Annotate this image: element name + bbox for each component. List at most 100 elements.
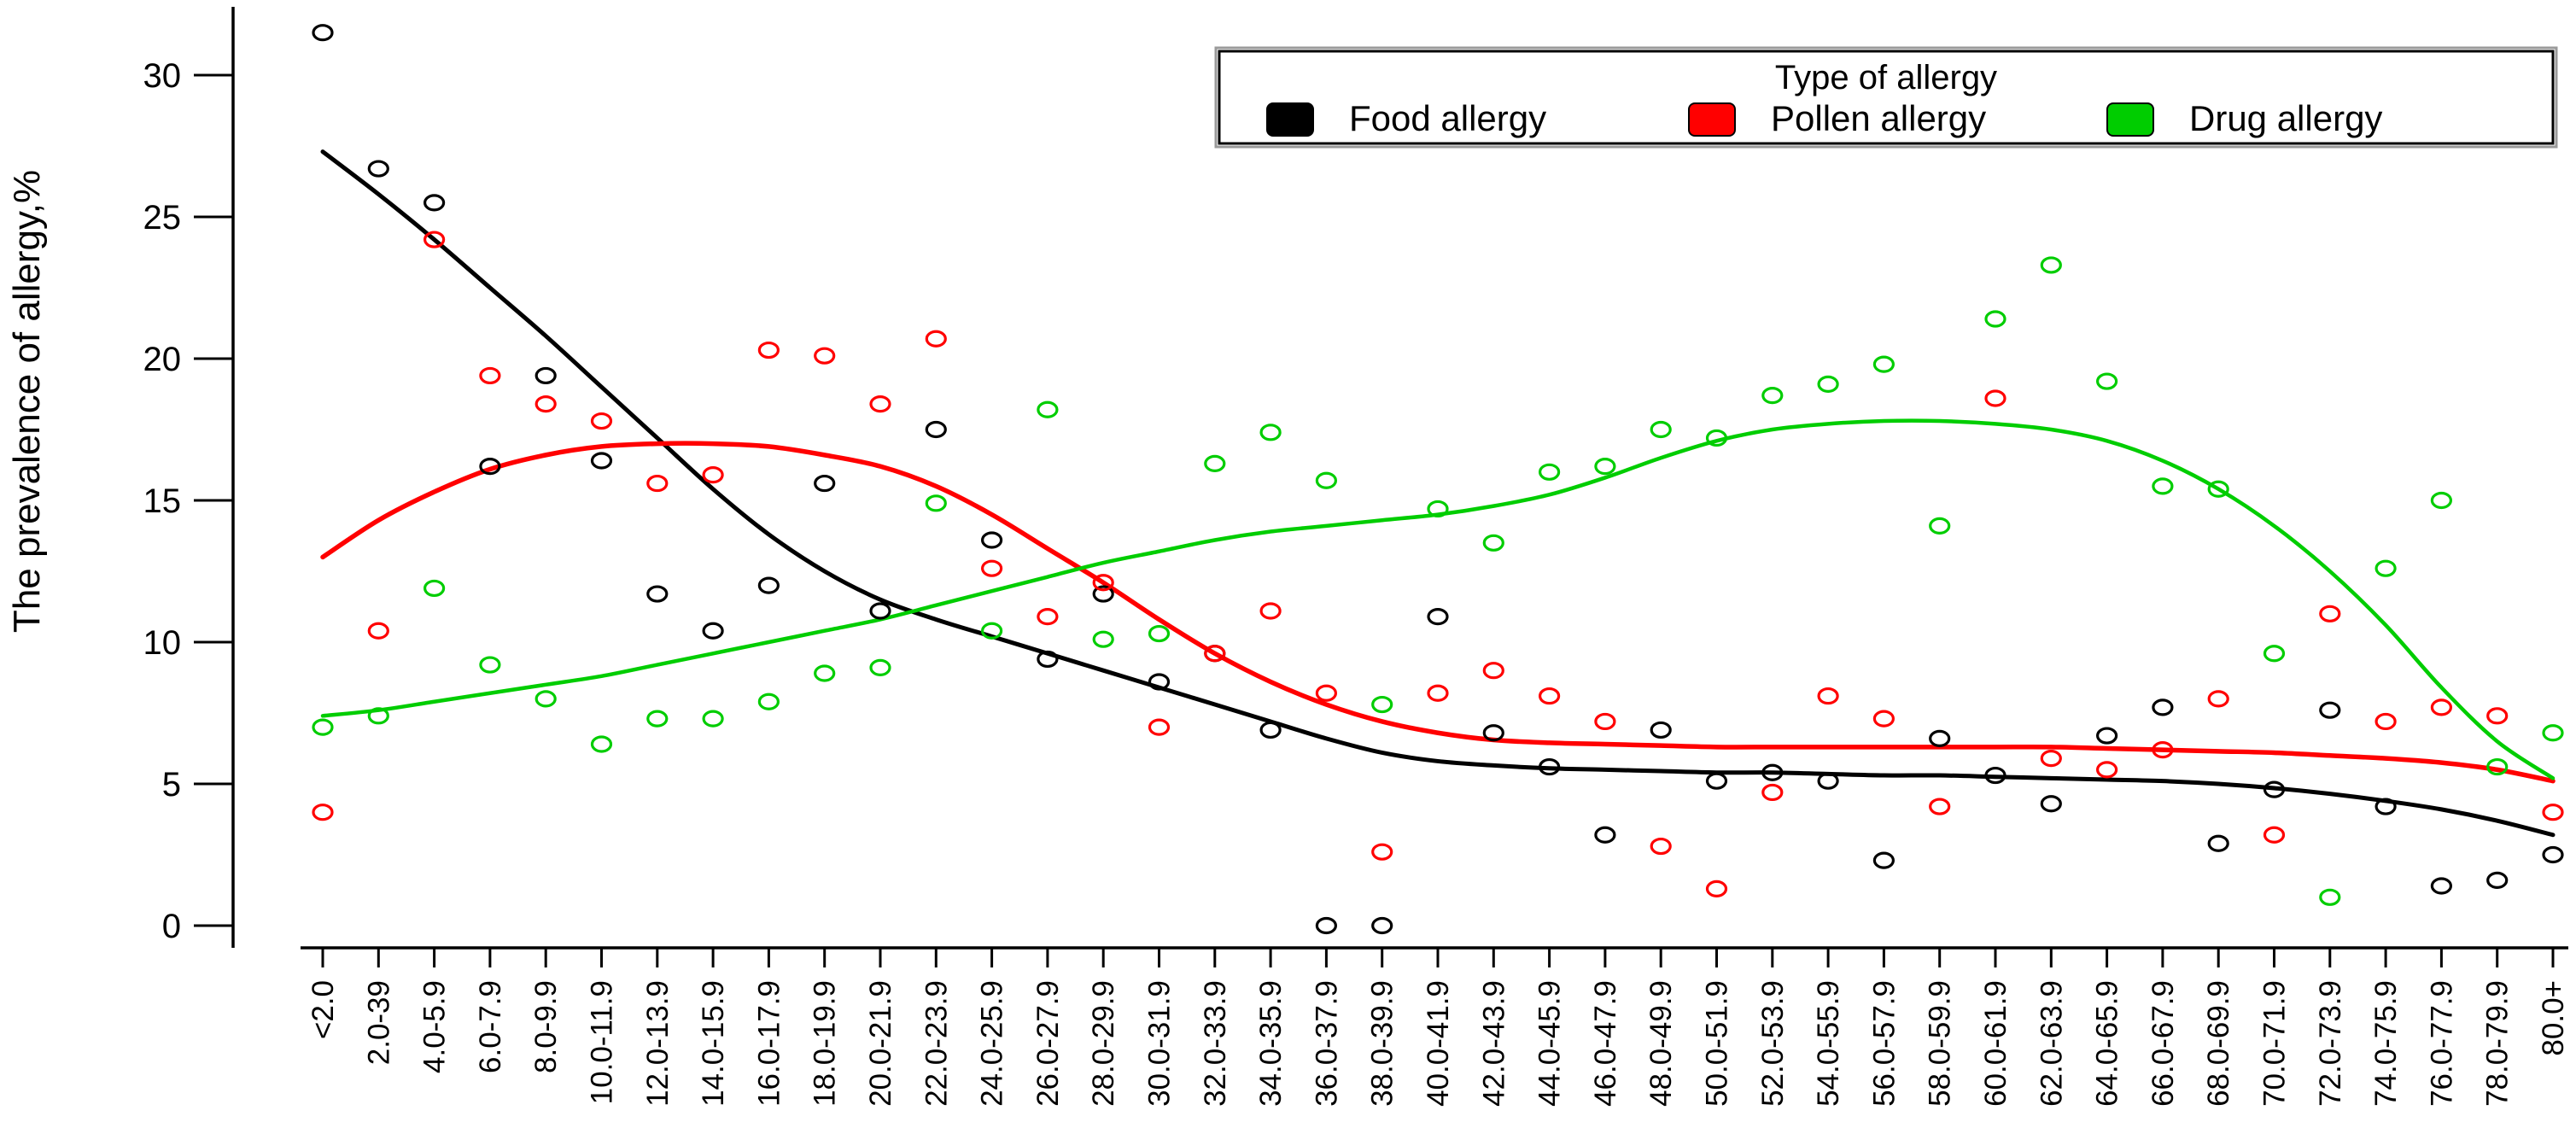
data-point xyxy=(590,412,613,430)
data-point xyxy=(1705,880,1728,897)
y-axis-title: The prevalence of allergy,% xyxy=(6,170,48,633)
x-tick-label: 68.0-69.9 xyxy=(2202,980,2235,1107)
data-point xyxy=(2486,707,2509,725)
x-tick-label: 78.0-79.9 xyxy=(2481,980,2515,1107)
data-point xyxy=(1984,389,2006,407)
x-tick-label: 38.0-39.9 xyxy=(1366,980,1399,1107)
pollen-allergy-points xyxy=(312,231,2564,897)
data-point xyxy=(2374,712,2397,731)
x-tick-label: <2.0 xyxy=(307,980,340,1039)
data-point xyxy=(1929,729,1951,747)
data-point xyxy=(1872,710,1895,728)
x-tick-label: 20.0-21.9 xyxy=(864,980,897,1107)
legend-item-pollen: Pollen allergy xyxy=(1688,98,1986,138)
data-point xyxy=(367,622,389,640)
data-point xyxy=(479,458,501,476)
data-point xyxy=(1204,454,1226,472)
data-point xyxy=(869,658,891,676)
data-point xyxy=(1315,916,1338,935)
data-point xyxy=(479,656,501,674)
data-point xyxy=(2319,888,2341,906)
data-point xyxy=(2096,372,2118,390)
x-tick-label: 52.0-53.9 xyxy=(1756,980,1790,1107)
data-point xyxy=(2152,698,2174,716)
x-tick-label: 76.0-77.9 xyxy=(2425,980,2458,1107)
legend-swatch-pollen xyxy=(1688,102,1736,137)
y-tick-label: 20 xyxy=(143,341,182,378)
data-point xyxy=(2430,698,2452,716)
data-point xyxy=(2319,605,2341,622)
data-point xyxy=(2040,256,2062,274)
x-tick-label: 56.0-57.9 xyxy=(1867,980,1901,1107)
data-point xyxy=(702,622,724,640)
legend-box-shadow xyxy=(1214,46,2558,149)
y-tick-label: 10 xyxy=(143,624,182,662)
legend-swatch-drug xyxy=(2106,102,2154,137)
data-point xyxy=(646,710,669,728)
y-tick-label: 0 xyxy=(162,908,181,945)
data-point xyxy=(2207,480,2229,498)
data-point xyxy=(1761,763,1784,781)
data-point xyxy=(1092,585,1114,603)
x-tick-label: 8.0-9.9 xyxy=(529,980,563,1073)
x-tick-label: 58.0-59.9 xyxy=(1924,980,1957,1107)
data-point xyxy=(1092,574,1114,592)
data-point xyxy=(2319,701,2341,719)
data-point xyxy=(367,707,389,725)
data-point xyxy=(757,341,780,359)
data-point xyxy=(1427,500,1449,518)
x-tick-label: 2.0-39 xyxy=(362,980,395,1065)
data-point xyxy=(1705,772,1728,790)
data-point xyxy=(646,585,669,603)
data-point xyxy=(2096,727,2118,745)
data-point xyxy=(2263,826,2286,844)
plot-area: 0 5 10 15 20 25 30 <2.0 2.0-39 4.0-5.9 6.0-7.9 8.0-… xyxy=(143,7,2570,1107)
data-point xyxy=(1594,826,1616,844)
x-tick-label: 14.0-15.9 xyxy=(697,980,730,1107)
drug-allergy-points xyxy=(312,256,2564,906)
x-tick-label: 46.0-47.9 xyxy=(1589,980,1622,1107)
data-point xyxy=(2096,761,2118,779)
data-point xyxy=(925,330,947,348)
data-point xyxy=(1594,458,1616,476)
data-point xyxy=(590,735,613,753)
x-tick-label: 70.0-71.9 xyxy=(2258,980,2292,1107)
legend-label-drug: Drug allergy xyxy=(2189,98,2382,138)
data-point xyxy=(1705,429,1728,447)
y-tick-label: 15 xyxy=(143,482,182,520)
data-point xyxy=(1371,843,1393,861)
data-point xyxy=(1929,798,1951,815)
x-tick-label: 16.0-17.9 xyxy=(752,980,786,1107)
data-point xyxy=(1148,718,1171,736)
data-point xyxy=(2542,724,2564,742)
data-point xyxy=(2263,645,2286,663)
legend-swatch-food xyxy=(1266,102,1314,137)
data-point xyxy=(1650,420,1672,439)
data-point xyxy=(702,466,724,484)
x-tick-label: 66.0-67.9 xyxy=(2147,980,2180,1107)
x-tick-label: 4.0-5.9 xyxy=(418,980,452,1073)
data-point xyxy=(1538,757,1561,776)
x-tick-label: 34.0-35.9 xyxy=(1254,980,1288,1107)
data-point xyxy=(1037,650,1059,669)
legend-item-food: Food allergy xyxy=(1266,98,1546,138)
x-tick-label: 74.0-75.9 xyxy=(2369,980,2403,1107)
data-point xyxy=(980,531,1003,549)
legend-label-food: Food allergy xyxy=(1349,98,1546,138)
data-point xyxy=(1259,602,1282,620)
x-tick-label: 28.0-29.9 xyxy=(1087,980,1120,1107)
data-point xyxy=(2374,798,2397,815)
data-point xyxy=(869,602,891,620)
data-point xyxy=(980,622,1003,640)
data-point xyxy=(1427,684,1449,702)
x-tick-label: 48.0-49.9 xyxy=(1644,980,1678,1107)
data-point xyxy=(2542,804,2564,821)
data-point xyxy=(757,693,780,710)
data-point xyxy=(1594,712,1616,731)
data-point xyxy=(1650,721,1672,739)
legend-box xyxy=(1218,50,2555,145)
pollen-allergy-trend-line xyxy=(320,441,2556,784)
data-point xyxy=(1482,662,1504,680)
x-tick-label: 50.0-51.9 xyxy=(1701,980,1734,1107)
